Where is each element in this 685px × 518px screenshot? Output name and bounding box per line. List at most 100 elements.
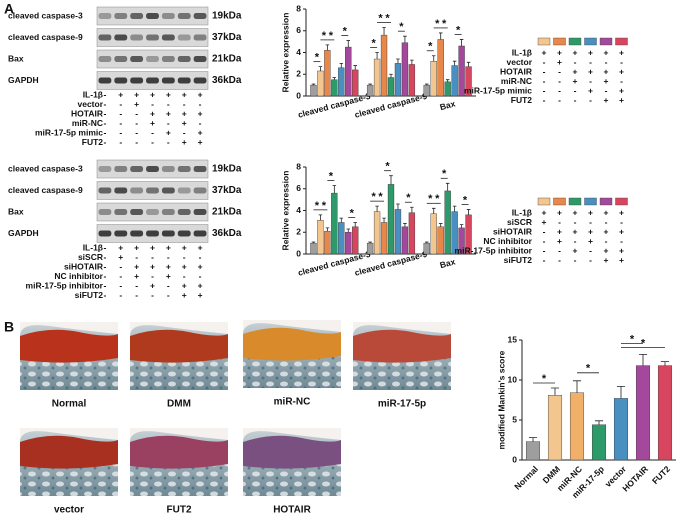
legend-swatch bbox=[584, 37, 597, 46]
bar bbox=[366, 242, 374, 255]
legend-mark: + bbox=[557, 207, 562, 217]
histology-image bbox=[130, 428, 228, 496]
blot-band bbox=[130, 77, 144, 84]
error-bar bbox=[403, 35, 407, 43]
error-bar bbox=[616, 386, 626, 399]
legend-mark: - bbox=[574, 95, 577, 105]
bar bbox=[331, 192, 338, 255]
y-tick-label: 6 bbox=[296, 25, 301, 35]
blot-band bbox=[114, 166, 128, 172]
blot-band bbox=[161, 166, 175, 172]
significance-label: * bbox=[406, 192, 411, 204]
condition-label: IL-1β bbox=[83, 89, 103, 99]
condition-mark: + bbox=[166, 242, 171, 252]
legend-condition: FUT2 bbox=[511, 95, 533, 105]
error-bar bbox=[459, 224, 464, 228]
condition-mark: - bbox=[151, 99, 154, 109]
histology-image bbox=[20, 428, 118, 496]
significance-label: * bbox=[329, 170, 334, 182]
legend-mark: - bbox=[589, 255, 592, 265]
condition-mark: - bbox=[104, 108, 107, 118]
histology-surface bbox=[130, 322, 228, 336]
error-bar bbox=[438, 223, 443, 227]
condition-mark: - bbox=[151, 271, 154, 281]
error-bar bbox=[311, 241, 316, 244]
blot-band bbox=[130, 230, 144, 237]
condition-mark: - bbox=[119, 290, 122, 300]
blot-band bbox=[193, 166, 207, 172]
blot-band bbox=[146, 56, 159, 62]
condition-mark: + bbox=[182, 280, 187, 290]
condition-mark: + bbox=[166, 108, 171, 118]
condition-mark: - bbox=[135, 290, 138, 300]
condition-mark: + bbox=[150, 242, 155, 252]
condition-mark: - bbox=[151, 290, 154, 300]
condition-mark: - bbox=[104, 89, 107, 99]
significance-label: * bbox=[322, 200, 327, 212]
significance-label: * bbox=[343, 25, 348, 37]
histology-label: HOTAIR bbox=[273, 505, 311, 516]
legend-mark: - bbox=[589, 76, 592, 86]
blot-band bbox=[146, 166, 159, 172]
error-bar bbox=[382, 27, 386, 36]
error-bar bbox=[346, 40, 351, 48]
legend-swatch bbox=[553, 37, 566, 46]
condition-mark: - bbox=[199, 271, 202, 281]
condition-label: miR-17-5p mimic bbox=[35, 127, 103, 137]
legend-swatch bbox=[599, 37, 613, 46]
legend-condition: NC inhibitor bbox=[483, 236, 532, 246]
legend-mark: - bbox=[543, 226, 546, 236]
condition-mark: - bbox=[167, 252, 170, 262]
y-tick-label: 0 bbox=[512, 454, 517, 464]
blot-band bbox=[146, 230, 159, 237]
condition-label: siHOTAIR bbox=[64, 261, 103, 271]
legend-mark: + bbox=[588, 207, 593, 217]
histology-cartilage bbox=[353, 329, 451, 363]
blot-label: GAPDH bbox=[8, 228, 39, 238]
error-bar bbox=[382, 217, 386, 223]
bar bbox=[547, 395, 563, 461]
legend-mark: + bbox=[619, 95, 624, 105]
condition-mark: + bbox=[182, 290, 187, 300]
y-tick-label: 0 bbox=[296, 248, 301, 258]
legend-swatch bbox=[568, 197, 582, 206]
bar bbox=[387, 184, 395, 255]
histology-surface bbox=[243, 320, 341, 334]
condition-mark: - bbox=[104, 242, 107, 252]
bar bbox=[366, 84, 374, 97]
blot-size: 19kDa bbox=[212, 164, 242, 175]
blot-size: 37kDa bbox=[212, 185, 242, 196]
histology-label: miR-NC bbox=[274, 397, 311, 408]
legend-condition: siSCR bbox=[507, 217, 532, 227]
blot-label: cleaved caspase-3 bbox=[8, 163, 83, 173]
condition-mark: - bbox=[104, 118, 107, 128]
significance-label: * bbox=[428, 41, 433, 53]
y-tick-label: 5 bbox=[512, 414, 517, 424]
error-bar bbox=[389, 175, 393, 185]
condition-mark: - bbox=[167, 280, 170, 290]
condition-mark: - bbox=[104, 280, 107, 290]
bar bbox=[635, 365, 651, 461]
legend-mark: + bbox=[604, 245, 609, 255]
blot-band bbox=[114, 187, 128, 194]
error-bar bbox=[438, 32, 443, 40]
legend-swatch bbox=[599, 197, 613, 206]
y-tick-label: 0 bbox=[296, 90, 301, 100]
bar bbox=[324, 230, 331, 255]
significance-label: * bbox=[641, 338, 646, 350]
error-bar bbox=[403, 223, 407, 227]
condition-mark: + bbox=[198, 261, 203, 271]
condition-mark: - bbox=[183, 252, 186, 262]
condition-mark: - bbox=[167, 118, 170, 128]
condition-mark: + bbox=[182, 108, 187, 118]
error-bar bbox=[389, 73, 393, 78]
blot-size: 37kDa bbox=[212, 32, 242, 43]
legend-mark: + bbox=[588, 47, 593, 57]
bar bbox=[437, 39, 444, 97]
bar bbox=[338, 67, 345, 97]
condition-mark: - bbox=[167, 137, 170, 147]
condition-mark: - bbox=[135, 252, 138, 262]
condition-label: siFUT2 bbox=[75, 290, 104, 300]
bar bbox=[310, 242, 317, 255]
condition-mark: - bbox=[151, 127, 154, 137]
